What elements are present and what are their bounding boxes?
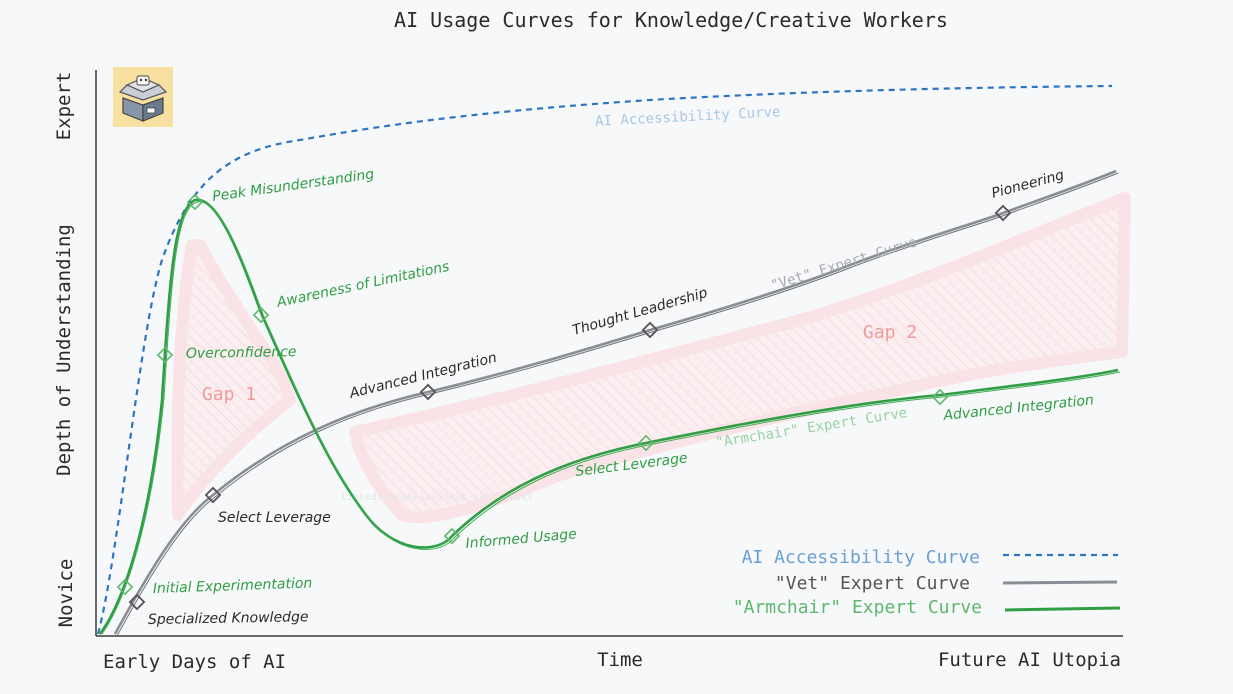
legend-ai-label: AI Accessibility Curve <box>742 547 980 568</box>
milestone-marker-initial <box>116 578 134 596</box>
y-axis-top-label: Expert <box>53 72 75 141</box>
gap-1-label: Gap 1 <box>202 384 256 405</box>
ai-accessibility-curve <box>96 84 1113 635</box>
milestone-marker-vet-advanced <box>419 383 437 401</box>
milestone-marker-armchair-select <box>637 434 655 452</box>
chart-title: AI Usage Curves for Knowledge/Creative W… <box>394 8 948 32</box>
label-vet-select-leverage: Select Leverage <box>218 510 331 526</box>
milestone-marker-overconfidence <box>156 346 174 364</box>
milestone-marker-informed <box>443 527 461 545</box>
milestone-marker-peak <box>186 193 204 211</box>
milestone-marker-armchair-advanced <box>931 388 949 406</box>
x-axis-left-label: Early Days of AI <box>103 651 286 673</box>
label-thought-leadership: Thought Leadership <box>571 285 710 339</box>
label-informed-usage: Informed Usage <box>465 526 577 552</box>
label-initial-experimentation: Initial Experimentation <box>153 575 313 597</box>
legend-vet-label: "Vet" Expert Curve <box>775 573 970 594</box>
label-armchair-advanced-integration: Advanced Integration <box>942 392 1095 424</box>
robot-box-logo <box>113 67 173 127</box>
y-axis-label: Depth of Understanding <box>53 224 75 476</box>
y-axis-bottom-label: Novice <box>55 559 77 628</box>
legend-armchair-swatch <box>1004 606 1121 612</box>
milestone-marker-vet-select <box>204 486 222 504</box>
milestone-marker-awareness <box>252 306 270 324</box>
milestone-marker-pioneering <box>994 204 1012 222</box>
label-peak-misunderstanding: Peak Misunderstanding <box>211 166 375 205</box>
watermark: linkedin.com/in/jakub-zakrzewski <box>341 492 534 503</box>
vet-expert-curve <box>113 169 1117 635</box>
label-awareness-of-limitations: Awareness of Limitations <box>275 259 451 311</box>
label-overconfidence: Overconfidence <box>186 344 297 362</box>
gap-1-region <box>171 239 296 521</box>
x-axis-label: Time <box>597 649 643 671</box>
milestone-marker-thought <box>641 321 659 339</box>
label-specialized-knowledge: Specialized Knowledge <box>148 609 309 628</box>
legend: AI Accessibility Curve "Vet" Expert Curv… <box>733 547 1121 618</box>
gap-2-region <box>349 192 1131 524</box>
legend-vet-swatch <box>1002 580 1118 585</box>
x-axis-right-label: Future AI Utopia <box>938 649 1121 671</box>
legend-armchair-label: "Armchair" Expert Curve <box>733 597 982 618</box>
gap-2-label: Gap 2 <box>863 322 917 343</box>
milestone-marker-specialized <box>128 593 146 611</box>
ai-curve-label: AI Accessibility Curve <box>595 104 781 130</box>
